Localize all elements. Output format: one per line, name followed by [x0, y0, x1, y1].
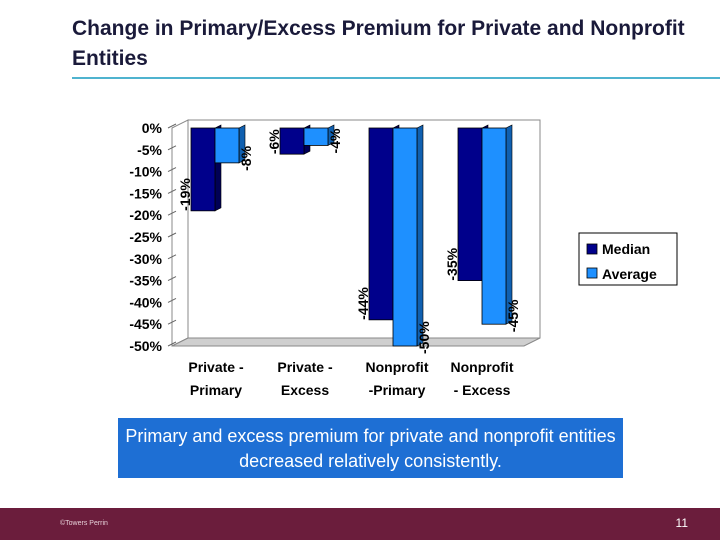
y-tick	[167, 276, 177, 282]
title-rule	[72, 77, 720, 79]
bar-average	[392, 127, 418, 347]
bar-median	[279, 127, 305, 155]
bar-median	[190, 127, 216, 212]
slide-title: Change in Primary/Excess Premium for Pri…	[72, 17, 685, 70]
legend-label-average: Average	[602, 266, 657, 282]
y-tick-label: -45%	[129, 316, 162, 332]
footer-copyright: ©Towers Perrin	[60, 520, 108, 527]
legend-swatch-median	[586, 243, 598, 255]
y-tick-label: -10%	[129, 164, 162, 180]
bar-average	[481, 127, 507, 325]
bar-data-label: -4%	[327, 128, 343, 153]
x-axis: Private - Primary Private - Excess Nonprofit…	[188, 359, 513, 398]
x-category-label: - Excess	[454, 382, 511, 398]
y-tick-label: -25%	[129, 229, 162, 245]
x-category-label: Primary	[190, 382, 242, 398]
bar-data-label: -35%	[444, 247, 460, 280]
bar-data-label: -44%	[355, 287, 371, 320]
y-tick	[167, 232, 177, 238]
x-category-label: Nonprofit	[366, 359, 429, 375]
x-category-label: Excess	[281, 382, 329, 398]
y-tick-label: -40%	[129, 294, 162, 310]
y-tick	[167, 210, 177, 216]
bar-side	[416, 124, 424, 347]
bar-data-label: -45%	[505, 299, 521, 332]
bar-data-label: -19%	[177, 178, 193, 211]
bar-median	[457, 127, 483, 282]
y-tick	[167, 341, 177, 347]
x-category-label: Private -	[188, 359, 244, 375]
y-tick-label: -15%	[129, 185, 162, 201]
page-number: 11	[675, 516, 688, 530]
bar-data-label: -50%	[416, 321, 432, 354]
y-tick-label: -20%	[129, 207, 162, 223]
caption-box: Primary and excess premium for private a…	[118, 418, 623, 478]
bar-average	[303, 127, 329, 146]
bar-average	[214, 127, 240, 164]
x-category-label: Nonprofit	[451, 359, 514, 375]
y-tick	[167, 319, 177, 325]
y-tick	[167, 123, 177, 129]
y-tick-label: -5%	[137, 142, 162, 158]
y-tick	[167, 297, 177, 303]
bar-side	[505, 124, 513, 325]
y-tick	[167, 145, 177, 151]
legend-swatch-average	[586, 267, 598, 279]
x-category-label: -Primary	[369, 382, 426, 398]
y-tick-label: -30%	[129, 251, 162, 267]
x-category-label: Private -	[277, 359, 333, 375]
bar-data-label: -6%	[266, 129, 282, 154]
plot-floor	[171, 337, 541, 347]
y-tick-label: -50%	[129, 338, 162, 354]
y-tick	[167, 254, 177, 260]
legend: Median Average	[578, 232, 678, 286]
y-axis: 0% -5% -10% -15% -20% -25% -30% -35% -40% -45% -50…	[129, 120, 177, 354]
y-tick	[167, 167, 177, 173]
plot-wall-left	[171, 119, 189, 347]
plot-area-group	[171, 119, 541, 347]
legend-label-median: Median	[602, 241, 650, 257]
y-tick-label: -35%	[129, 273, 162, 289]
bar-data-label: -8%	[238, 145, 254, 170]
bars-group: -19% -6% -44% -35% -8% -4% -50% -45%	[177, 124, 521, 354]
y-tick	[167, 188, 177, 194]
y-tick-label: 0%	[142, 120, 163, 136]
footer-bar: ©Towers Perrin 11	[0, 508, 720, 540]
bar-median	[368, 127, 394, 321]
